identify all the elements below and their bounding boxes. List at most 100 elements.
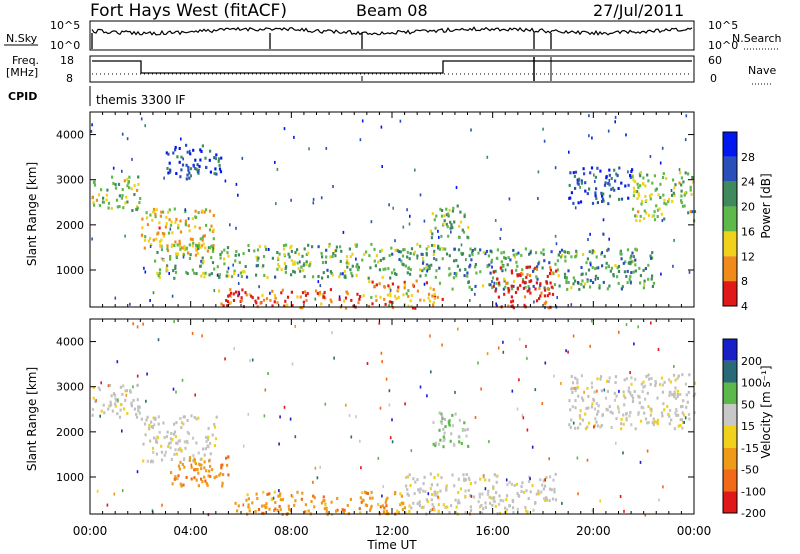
velocity-range-cell bbox=[110, 394, 113, 398]
power-range-cell bbox=[416, 242, 419, 246]
velocity-range-cell bbox=[385, 498, 388, 502]
power-range-cell bbox=[442, 222, 445, 226]
power-colorbar-tick: 16 bbox=[741, 225, 755, 238]
power-range-cell bbox=[614, 120, 616, 124]
velocity-range-cell bbox=[657, 348, 660, 351]
power-range-cell bbox=[162, 234, 165, 238]
velocity-range-cell bbox=[465, 434, 468, 438]
power-range-cell bbox=[477, 251, 480, 255]
power-range-cell bbox=[513, 279, 516, 283]
power-range-cell bbox=[382, 257, 385, 261]
power-range-cell bbox=[406, 255, 409, 259]
velocity-colorbar-tick: -50 bbox=[741, 464, 759, 477]
power-range-cell bbox=[594, 175, 597, 179]
power-range-cell bbox=[173, 244, 176, 247]
velocity-range-cell bbox=[474, 416, 477, 419]
power-range-cell bbox=[122, 206, 125, 210]
velocity-range-cell bbox=[382, 485, 384, 489]
power-range-cell bbox=[169, 257, 172, 261]
power-range-cell bbox=[519, 272, 522, 275]
power-range-cell bbox=[541, 266, 544, 270]
velocity-range-cell bbox=[693, 381, 696, 385]
velocity-range-cell bbox=[660, 376, 663, 380]
power-range-cell bbox=[510, 300, 513, 304]
power-range-cell bbox=[390, 246, 393, 250]
power-range-cell bbox=[605, 266, 608, 270]
power-range-cell bbox=[627, 261, 630, 265]
power-range-cell bbox=[636, 197, 639, 200]
velocity-range-cell bbox=[264, 506, 267, 510]
power-range-cell bbox=[617, 281, 620, 285]
power-range-cell bbox=[357, 301, 360, 305]
velocity-range-cell bbox=[422, 482, 425, 486]
power-range-cell bbox=[150, 243, 153, 247]
velocity-range-cell bbox=[577, 426, 580, 430]
velocity-range-cell bbox=[237, 504, 240, 508]
power-range-cell bbox=[507, 304, 510, 308]
power-range-cell bbox=[570, 191, 573, 195]
power-range-cell bbox=[155, 237, 158, 241]
power-range-cell bbox=[314, 289, 318, 293]
power-range-cell bbox=[235, 182, 238, 186]
power-range-cell bbox=[325, 146, 328, 150]
power-range-cell bbox=[326, 268, 329, 272]
power-range-cell bbox=[660, 212, 663, 216]
velocity-range-cell bbox=[616, 405, 620, 409]
power-range-cell bbox=[584, 189, 587, 193]
power-range-cell bbox=[98, 204, 101, 208]
velocity-range-cell bbox=[463, 478, 466, 482]
power-range-cell bbox=[218, 275, 221, 279]
power-range-cell bbox=[191, 244, 194, 248]
power-range-cell bbox=[187, 224, 190, 228]
power-range-cell bbox=[565, 281, 568, 285]
power-range-cell bbox=[456, 204, 459, 208]
noise-search-label: N.Search bbox=[732, 32, 782, 45]
power-range-cell bbox=[152, 238, 155, 242]
power-range-cell bbox=[543, 259, 546, 263]
velocity-range-cell bbox=[452, 442, 455, 446]
power-range-cell bbox=[184, 210, 187, 214]
velocity-range-cell bbox=[91, 407, 95, 411]
power-range-cell bbox=[667, 197, 671, 201]
power-range-cell bbox=[684, 191, 687, 195]
power-range-cell bbox=[512, 284, 515, 288]
velocity-range-cell bbox=[669, 380, 672, 384]
power-range-cell bbox=[535, 267, 538, 271]
velocity-range-cell bbox=[194, 393, 196, 397]
velocity-range-cell bbox=[194, 468, 198, 472]
power-range-cell bbox=[167, 152, 170, 156]
power-range-cell bbox=[397, 295, 400, 299]
power-range-cell bbox=[419, 274, 422, 278]
power-range-cell bbox=[587, 238, 589, 241]
power-range-cell bbox=[273, 300, 276, 304]
power-range-cell bbox=[614, 179, 617, 183]
velocity-range-cell bbox=[525, 344, 527, 348]
power-range-cell bbox=[266, 247, 269, 251]
velocity-range-cell bbox=[279, 492, 282, 496]
power-range-cell bbox=[382, 267, 385, 271]
velocity-range-cell bbox=[668, 378, 671, 382]
power-range-cell bbox=[195, 167, 198, 171]
power-range-cell bbox=[204, 271, 207, 275]
power-range-cell bbox=[521, 268, 524, 272]
power-range-cell bbox=[198, 164, 201, 168]
velocity-range-cell bbox=[502, 499, 505, 503]
power-range-cell bbox=[210, 256, 213, 260]
power-range-cell bbox=[237, 282, 240, 285]
velocity-range-cell bbox=[192, 436, 195, 440]
power-range-cell bbox=[345, 290, 348, 294]
power-range-cell bbox=[302, 263, 305, 267]
velocity-range-cell bbox=[148, 426, 151, 430]
velocity-range-cell bbox=[469, 494, 472, 497]
velocity-range-cell bbox=[677, 413, 680, 417]
velocity-range-cell bbox=[248, 507, 251, 511]
velocity-range-cell bbox=[478, 505, 482, 509]
velocity-range-cell bbox=[384, 500, 387, 504]
power-colorbar-tick: 8 bbox=[741, 275, 748, 288]
velocity-range-cell bbox=[121, 489, 124, 493]
velocity-range-cell bbox=[627, 386, 630, 390]
power-range-cell bbox=[503, 256, 506, 260]
velocity-range-cell bbox=[416, 502, 419, 505]
velocity-range-cell bbox=[325, 506, 328, 510]
velocity-range-cell bbox=[188, 456, 192, 460]
